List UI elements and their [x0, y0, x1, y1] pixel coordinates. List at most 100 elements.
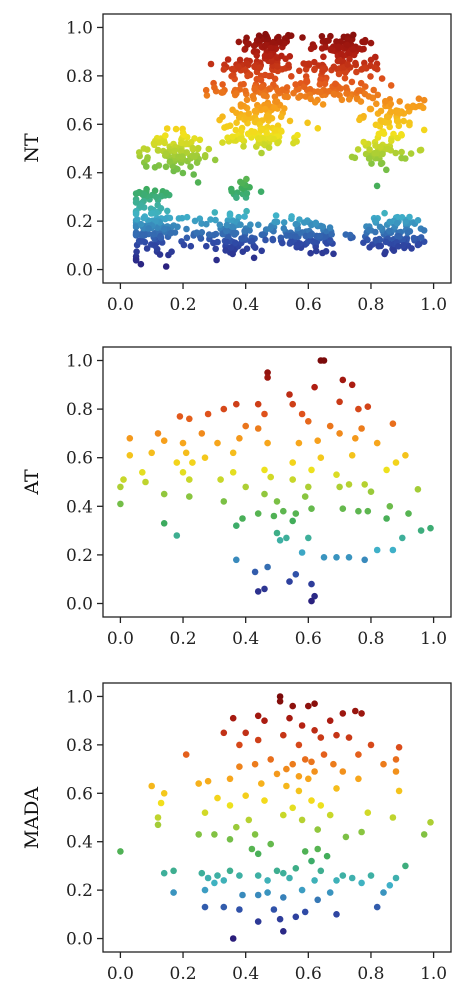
data-point: [214, 794, 221, 802]
data-point: [392, 459, 400, 466]
data-point: [320, 357, 328, 364]
data-point: [133, 248, 140, 255]
data-point: [207, 60, 215, 68]
data-point: [220, 877, 228, 884]
data-point: [140, 214, 147, 222]
data-point: [311, 383, 318, 391]
data-point: [258, 83, 266, 91]
data-point: [230, 71, 237, 79]
data-point: [211, 156, 219, 164]
data-point: [261, 797, 268, 804]
data-point: [365, 226, 373, 234]
data-point: [167, 229, 175, 237]
data-point: [342, 833, 350, 841]
data-point: [308, 597, 315, 605]
data-point: [163, 189, 170, 197]
data-point: [139, 469, 146, 476]
data-point: [307, 249, 314, 257]
data-point: [254, 712, 262, 720]
data-point: [333, 731, 340, 739]
data-point: [132, 257, 140, 264]
data-point: [161, 225, 168, 233]
data-point: [174, 165, 181, 173]
data-point: [251, 760, 259, 768]
data-point: [361, 556, 369, 564]
data-point: [175, 215, 183, 222]
data-point: [233, 823, 240, 831]
data-point: [258, 149, 265, 157]
data-point: [326, 889, 334, 896]
y-tick-label: 0.6: [66, 449, 93, 469]
y-tick-label: 0.0: [66, 595, 93, 615]
data-point: [404, 229, 412, 236]
data-point: [393, 109, 400, 116]
scatter-points: [132, 30, 428, 270]
data-point: [180, 241, 188, 249]
data-point: [273, 98, 281, 105]
y-tick-label: 0.2: [66, 546, 93, 566]
data-point: [311, 66, 318, 74]
data-point: [281, 105, 288, 112]
data-point: [267, 52, 274, 60]
data-point: [220, 729, 228, 737]
data-point: [261, 466, 268, 474]
data-point: [386, 218, 393, 226]
data-point: [300, 83, 308, 91]
data-point: [392, 874, 400, 882]
data-point: [270, 906, 278, 913]
x-tick-label: 1.0: [420, 629, 447, 649]
data-point: [357, 98, 365, 105]
y-tick-label: 0.8: [66, 400, 93, 420]
panel-mada: 0.0 0.2 0.4 0.6 0.8 1.0 0.0 0.2 0.4 0.6 0.8 1.0 MA…: [21, 682, 452, 984]
data-point: [179, 469, 187, 476]
x-axis-ticks: 0.0 0.2 0.4 0.6 0.8 1.0: [107, 617, 447, 649]
data-point: [249, 237, 256, 245]
data-point: [151, 164, 159, 171]
data-point: [117, 483, 124, 491]
data-point: [389, 546, 397, 554]
data-point: [322, 248, 330, 255]
data-point: [371, 217, 379, 224]
data-point: [317, 867, 325, 875]
data-point: [360, 239, 367, 246]
y-axis-ticks: 0.0 0.2 0.4 0.6 0.8 1.0: [66, 352, 103, 615]
data-point: [236, 435, 243, 442]
y-tick-label: 1.0: [66, 687, 93, 707]
data-point: [302, 66, 310, 73]
data-point: [162, 263, 170, 270]
x-tick-label: 0.4: [232, 295, 259, 315]
data-point: [132, 223, 140, 231]
data-point: [305, 237, 312, 245]
y-axis-ticks: 0.0 0.2 0.4 0.6 0.8 1.0: [66, 18, 103, 281]
data-point: [267, 72, 275, 80]
data-point: [382, 119, 390, 126]
x-tick-label: 0.4: [232, 629, 259, 649]
data-point: [305, 702, 312, 710]
data-point: [289, 804, 297, 812]
data-point: [341, 74, 349, 82]
data-point: [168, 248, 175, 255]
data-point: [311, 99, 319, 106]
data-point: [280, 811, 287, 819]
data-point: [355, 751, 362, 758]
data-point: [236, 56, 244, 64]
x-tick-label: 0.0: [107, 295, 134, 315]
data-point: [282, 55, 289, 63]
data-point: [377, 107, 385, 115]
data-point: [326, 811, 334, 819]
data-point: [420, 227, 428, 234]
data-point: [183, 234, 191, 242]
data-point: [320, 751, 328, 758]
data-point: [235, 63, 242, 71]
data-point: [326, 717, 334, 724]
data-point: [388, 137, 395, 145]
data-point: [229, 935, 237, 942]
y-tick-label: 0.4: [66, 164, 93, 184]
data-point: [260, 92, 268, 99]
data-point: [399, 534, 406, 542]
data-point: [257, 76, 265, 84]
data-point: [371, 149, 378, 157]
data-point: [373, 903, 381, 911]
data-point: [358, 710, 365, 717]
